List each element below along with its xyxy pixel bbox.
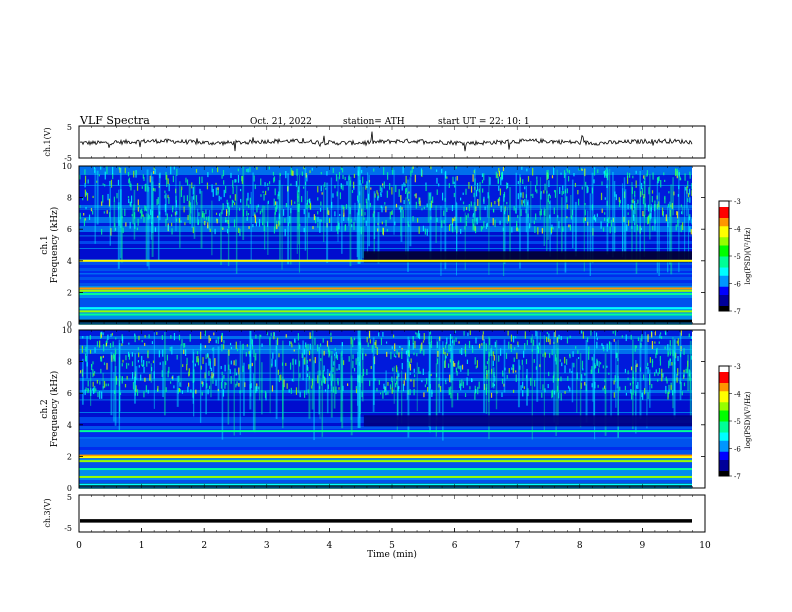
time-axis: 0 1 2 3 4 5 6 7 8 9 10 [76,126,711,551]
time-axis-tick-label: 8 [577,541,583,551]
time-axis-tick-label: 9 [640,541,646,551]
frequency-tick-label: 2 [67,452,72,461]
colorbar-tick-label: -3 [734,363,741,371]
frequency-tick-label: 0 [67,484,72,493]
colorbar-tick-label: -5 [734,253,741,261]
ch1-spectrogram-panel: 0 2 4 6 8 10 ch.1 Frequency (kHz) [40,162,706,329]
time-axis-tick-label: 5 [389,541,395,551]
frequency-tick-label: 4 [67,257,72,266]
ch1-spectrogram-ylabel-line2: Frequency (kHz) [49,207,60,284]
ch1-spectrogram-ylabel-line1: ch.1 [40,235,50,254]
ch2-spectrogram-panel: 0 2 4 6 8 10 ch.2 Frequency (kHz) [40,326,706,493]
colorbar-1: -3 -4 -5 -6 -7 log(PSD)(V²/Hz) [718,198,752,316]
frequency-tick-label: 6 [67,389,72,398]
colorbar-tick-label: -3 [734,198,741,206]
frequency-tick-label: 8 [67,194,72,203]
colorbar-2: -3 -4 -5 -6 -7 log(PSD)(V²/Hz) [718,363,752,481]
ch3-waveform-frame [78,494,706,533]
time-axis-tick-label: 7 [514,541,520,551]
station-label: station= ATH [343,117,405,127]
ch2-spectrogram-ylabel-line1: ch.2 [40,399,50,418]
ch3-ytick-bottom: -5 [64,524,72,533]
ch1-waveform-line [79,131,693,152]
ch3-waveform-ylabel: ch.3(V) [43,498,52,527]
date-label: Oct. 21, 2022 [250,117,312,127]
figure-title: VLF Spectra [79,114,150,127]
colorbar-2-label: log(PSD)(V²/Hz) [744,391,752,448]
colorbar-tick-label: -6 [734,446,741,454]
time-axis-tick-label: 0 [76,541,82,551]
time-axis-tick-label: 1 [139,541,145,551]
colorbar-1-label: log(PSD)(V²/Hz) [744,227,752,284]
colorbar-tick-label: -5 [734,418,741,426]
time-axis-tick-label: 4 [327,541,333,551]
ch2-spectrogram-ylabel-line2: Frequency (kHz) [49,371,60,448]
ch1-waveform-panel: 5 -5 ch.1(V) [43,123,706,163]
ch2-spectrogram-heatmap [79,330,705,489]
colorbar-tick-label: -4 [734,391,741,399]
colorbar-tick-label: -7 [734,308,741,316]
frequency-tick-label: 2 [67,288,72,297]
time-axis-tick-label: 3 [264,541,270,551]
time-axis-label: Time (min) [367,549,417,560]
ch1-ytick-top: 5 [67,123,72,132]
time-axis-tick-label: 2 [201,541,207,551]
ch1-waveform-ylabel: ch.1(V) [43,127,52,156]
ch1-spectrogram-heatmap [79,166,705,325]
ch1-ytick-bottom: -5 [64,154,72,163]
colorbar-tick-label: -4 [734,226,741,234]
frequency-tick-label: 10 [62,326,72,335]
ch3-waveform-panel: 5 -5 ch.3(V) [43,493,706,533]
colorbar-tick-label: -7 [734,473,741,481]
colorbar-tick-label: -6 [734,281,741,289]
frequency-tick-label: 6 [67,225,72,234]
time-axis-tick-label: 10 [699,541,711,551]
ch3-ytick-top: 5 [67,493,72,502]
frequency-tick-label: 8 [67,358,72,367]
start-time-label: start UT = 22: 10: 1 [438,117,530,127]
frequency-tick-label: 4 [67,421,72,430]
frequency-tick-label: 0 [67,320,72,329]
frequency-tick-label: 10 [62,162,72,171]
time-axis-tick-label: 6 [452,541,458,551]
